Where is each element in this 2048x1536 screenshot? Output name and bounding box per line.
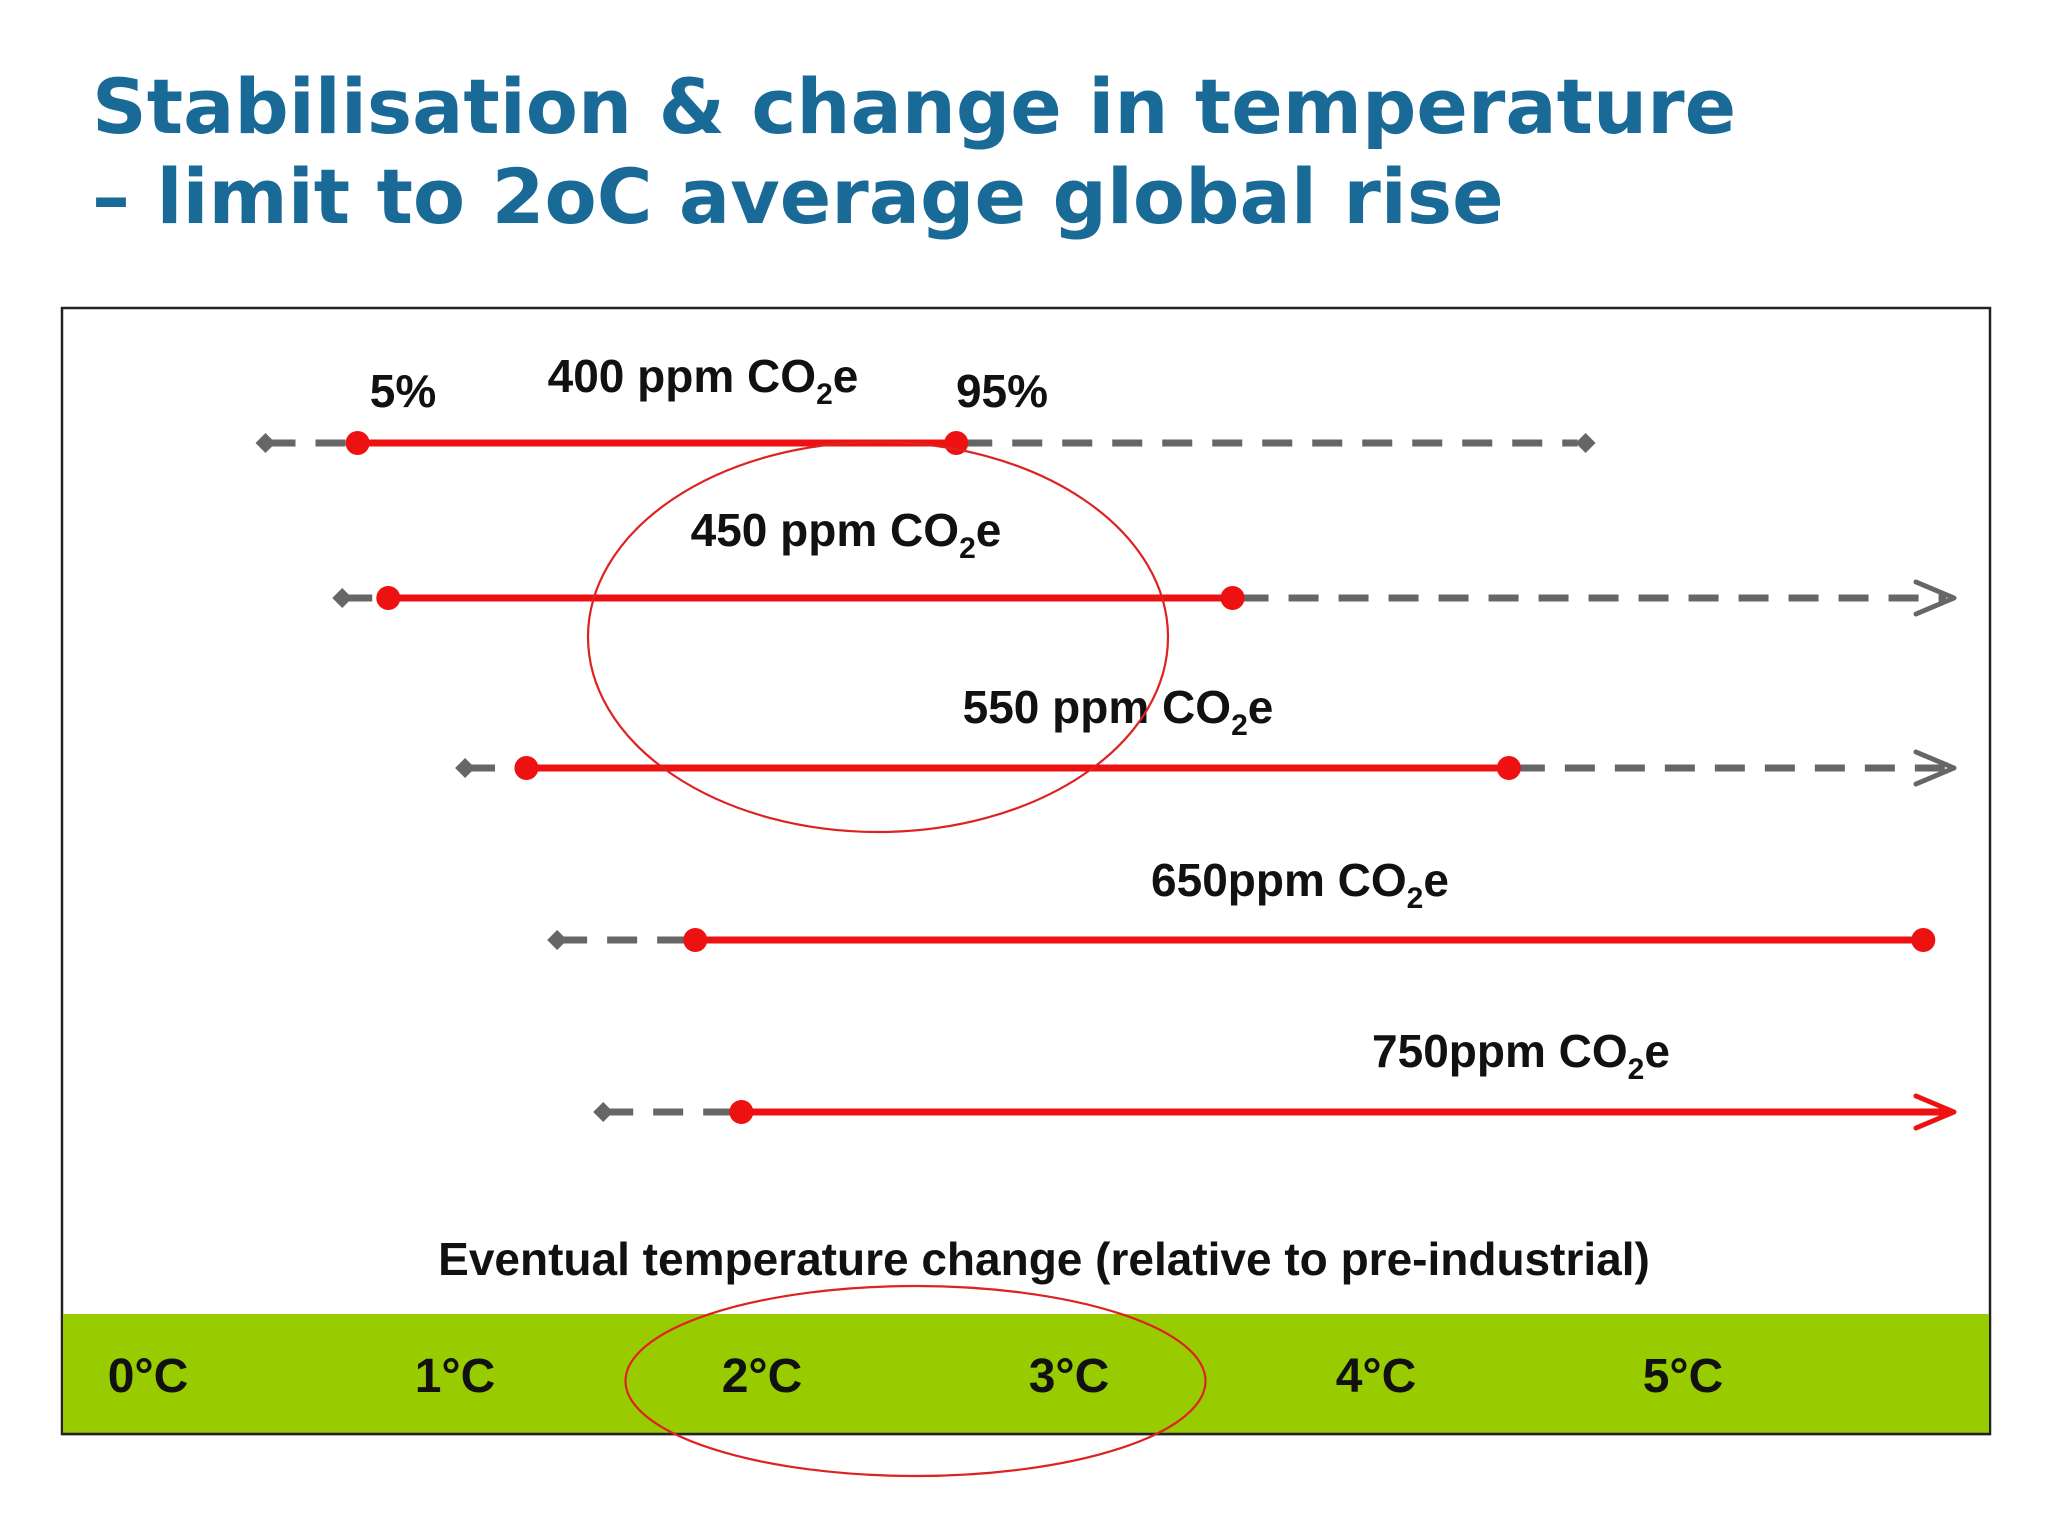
series-label: 450 ppm CO2e [691, 504, 1002, 565]
ci-low-point [514, 756, 539, 780]
full-range-open-arrow [1913, 749, 1957, 787]
chart-frame [60, 306, 1992, 1436]
full-range-low-marker [332, 588, 353, 608]
full-range-low-marker [255, 433, 276, 453]
ci-open-arrow [1913, 1093, 1957, 1131]
series-label: 750ppm CO2e [1372, 1025, 1670, 1086]
x-tick-label: 5°C [1643, 1350, 1724, 1403]
percentile-5-label: 5% [370, 365, 436, 417]
full-range-low-marker [547, 930, 568, 950]
x-tick-label: 0°C [108, 1350, 189, 1403]
ci-low-point [729, 1100, 754, 1124]
series-label: 400 ppm CO2e [548, 350, 859, 411]
ci-low-point [376, 586, 401, 610]
ci-high-point [1496, 756, 1521, 780]
title-line-1: Stabilisation & change in temperature [92, 62, 1737, 151]
temperature-axis-band [63, 1314, 1989, 1434]
series-label: 550 ppm CO2e [963, 681, 1274, 742]
x-tick-label: 4°C [1336, 1350, 1417, 1403]
title-line-2: – limit to 2oC average global rise [92, 152, 1504, 241]
ci-low-point [345, 431, 370, 455]
full-range-low-marker [593, 1102, 614, 1122]
full-range-high-marker [1575, 433, 1596, 453]
series-label: 650ppm CO2e [1151, 854, 1449, 915]
highlight-ellipse-axis [624, 1284, 1207, 1478]
ci-high-point [1911, 928, 1936, 952]
full-range-open-arrow [1913, 579, 1957, 617]
page-title: Stabilisation & change in temperature – … [92, 62, 1892, 242]
x-tick-label: 2°C [722, 1350, 803, 1403]
x-axis-title: Eventual temperature change (relative to… [438, 1233, 1650, 1285]
x-tick-label: 1°C [415, 1350, 496, 1403]
highlight-ellipse-ranges [586, 440, 1170, 834]
percentile-95-label: 95% [956, 365, 1048, 417]
x-tick-label: 3°C [1029, 1350, 1110, 1403]
ci-low-point [683, 928, 708, 952]
ci-high-point [1220, 586, 1245, 610]
full-range-low-marker [455, 758, 476, 778]
